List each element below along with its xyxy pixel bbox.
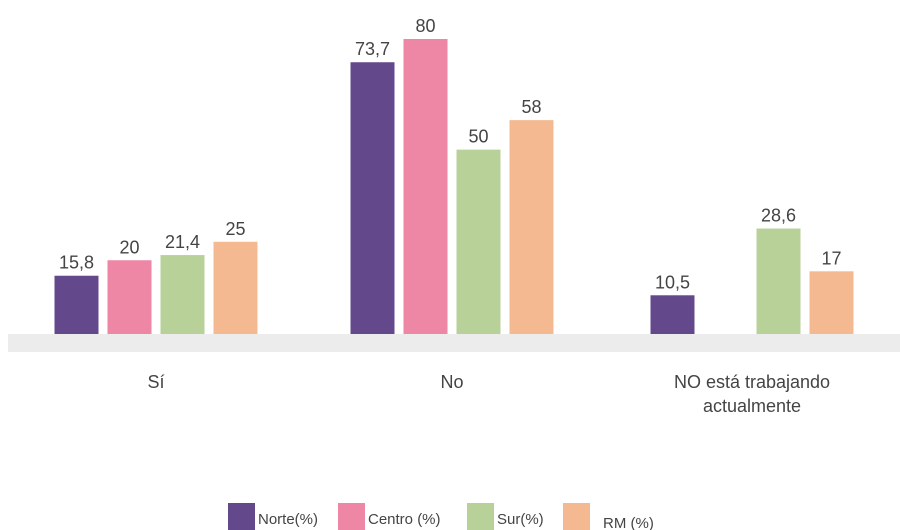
value-label: 17: [821, 248, 841, 268]
value-label: 28,6: [761, 206, 796, 226]
bar: [160, 255, 205, 334]
legend-swatch: [467, 503, 494, 530]
category-label: No: [440, 372, 464, 392]
legend-label: Centro (%): [368, 511, 441, 528]
bar: [54, 275, 99, 334]
bar: [809, 271, 854, 334]
category-label: Sí: [147, 372, 165, 392]
value-label: 50: [468, 127, 488, 147]
value-label: 15,8: [59, 253, 94, 273]
bar: [456, 149, 501, 334]
bar: [350, 62, 395, 334]
floor: [8, 334, 900, 352]
value-label: 73,7: [355, 39, 390, 59]
bar: [107, 260, 152, 334]
bar: [403, 39, 448, 334]
legend-label: Norte(%): [258, 511, 318, 528]
legend-swatch: [338, 503, 365, 530]
category-label: NO está trabajando actualmente: [673, 372, 831, 416]
bar: [756, 228, 801, 334]
legend-label: RM (%): [603, 515, 654, 530]
bar: [650, 295, 695, 334]
legend-label: Sur(%): [497, 511, 544, 528]
value-label: 25: [225, 219, 245, 239]
bar: [509, 120, 554, 334]
legend-swatch: [228, 503, 255, 530]
value-label: 20: [119, 237, 139, 257]
value-label: 80: [415, 16, 435, 36]
legend-swatch: [563, 503, 590, 530]
value-label: 10,5: [655, 272, 690, 292]
bar: [213, 241, 258, 334]
value-label: 21,4: [165, 232, 200, 252]
value-label: 58: [521, 97, 541, 117]
